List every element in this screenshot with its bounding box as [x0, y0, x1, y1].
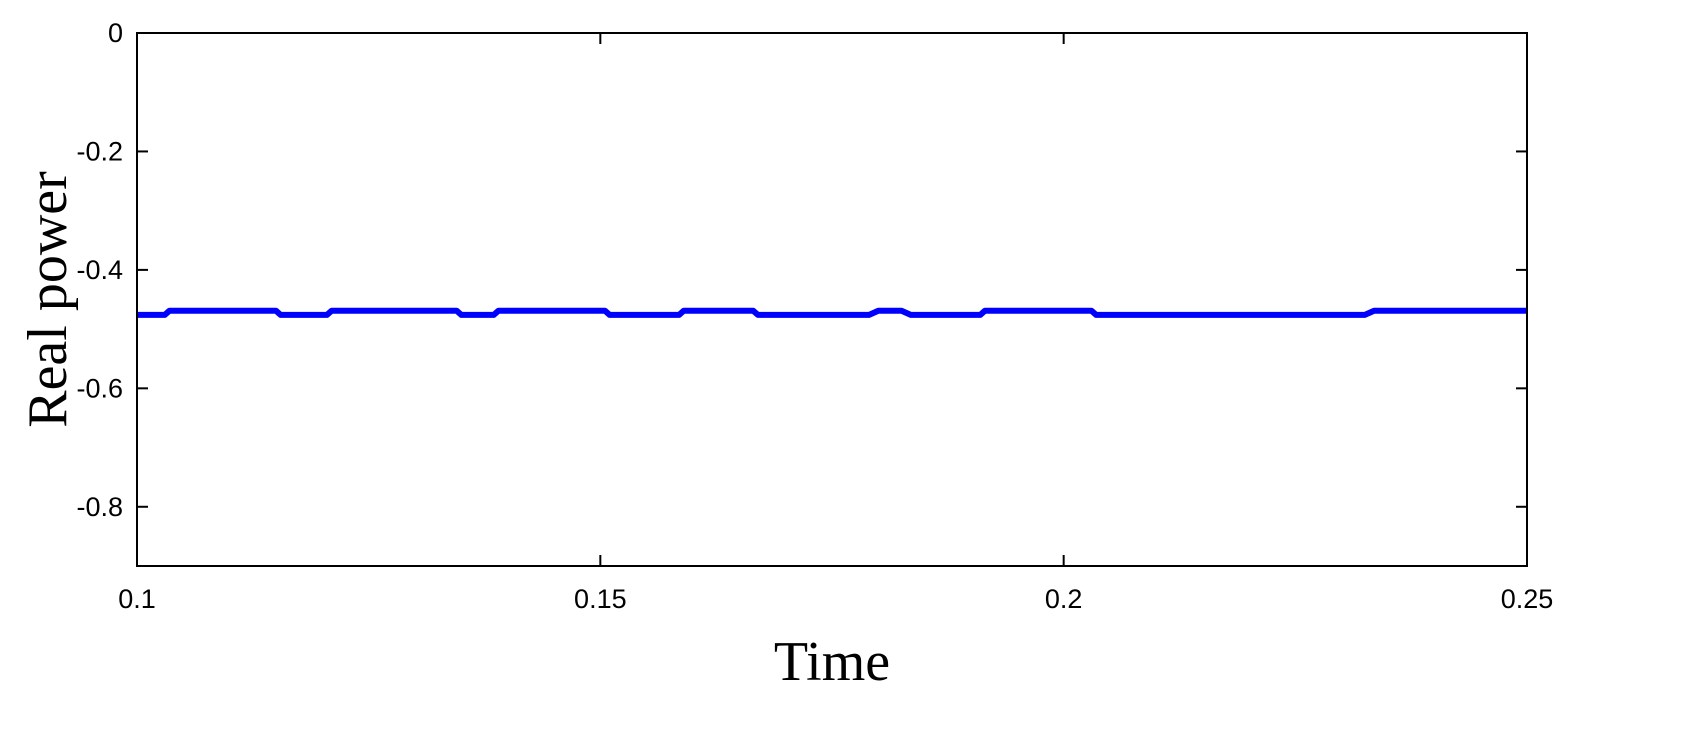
x-tick-label: 0.15 — [574, 584, 627, 614]
series-line — [137, 307, 1527, 318]
plot-frame — [136, 32, 1528, 567]
y-tick-label: 0 — [108, 18, 123, 48]
y-tick-label: -0.4 — [76, 255, 123, 285]
y-tick-label: -0.8 — [76, 492, 123, 522]
x-tick-label: 0.1 — [118, 584, 156, 614]
ticks-layer — [136, 32, 1528, 566]
y-axis-title: Real power — [17, 171, 79, 428]
x-tick-label: 0.25 — [1501, 584, 1554, 614]
y-tick-label: -0.6 — [76, 373, 123, 403]
x-axis-title: Time — [774, 631, 890, 693]
tick-labels-layer: 0.1 0.15 0.2 0.25 0 -0.2 -0.4 -0.6 -0.8 — [76, 18, 1553, 614]
series-layer — [137, 307, 1527, 318]
x-tick-label: 0.2 — [1045, 584, 1083, 614]
y-tick-label: -0.2 — [76, 136, 123, 166]
